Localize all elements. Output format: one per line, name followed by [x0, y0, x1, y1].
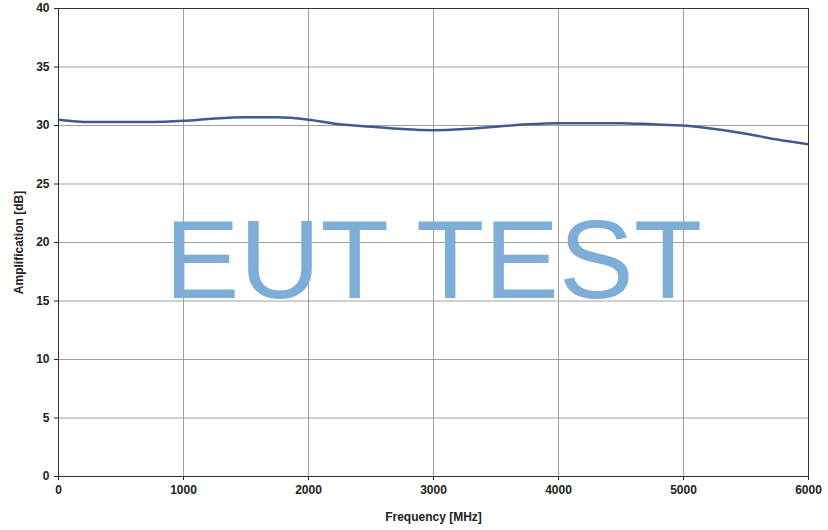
svg-text:40: 40 — [36, 1, 50, 15]
svg-text:1000: 1000 — [170, 483, 197, 497]
svg-text:6000: 6000 — [795, 483, 822, 497]
svg-text:30: 30 — [36, 118, 50, 132]
svg-text:0: 0 — [55, 483, 62, 497]
svg-text:2000: 2000 — [295, 483, 322, 497]
svg-text:Frequency [MHz]: Frequency [MHz] — [385, 510, 482, 524]
svg-text:Amplification [dB]: Amplification [dB] — [12, 191, 26, 294]
svg-text:5000: 5000 — [670, 483, 697, 497]
svg-text:0: 0 — [43, 469, 50, 483]
svg-text:10: 10 — [36, 352, 50, 366]
svg-text:15: 15 — [36, 294, 50, 308]
svg-text:5: 5 — [43, 411, 50, 425]
svg-text:20: 20 — [36, 235, 50, 249]
svg-text:35: 35 — [36, 60, 50, 74]
svg-text:4000: 4000 — [545, 483, 572, 497]
svg-text:EUT TEST: EUT TEST — [165, 197, 702, 322]
svg-text:25: 25 — [36, 177, 50, 191]
svg-text:3000: 3000 — [420, 483, 447, 497]
